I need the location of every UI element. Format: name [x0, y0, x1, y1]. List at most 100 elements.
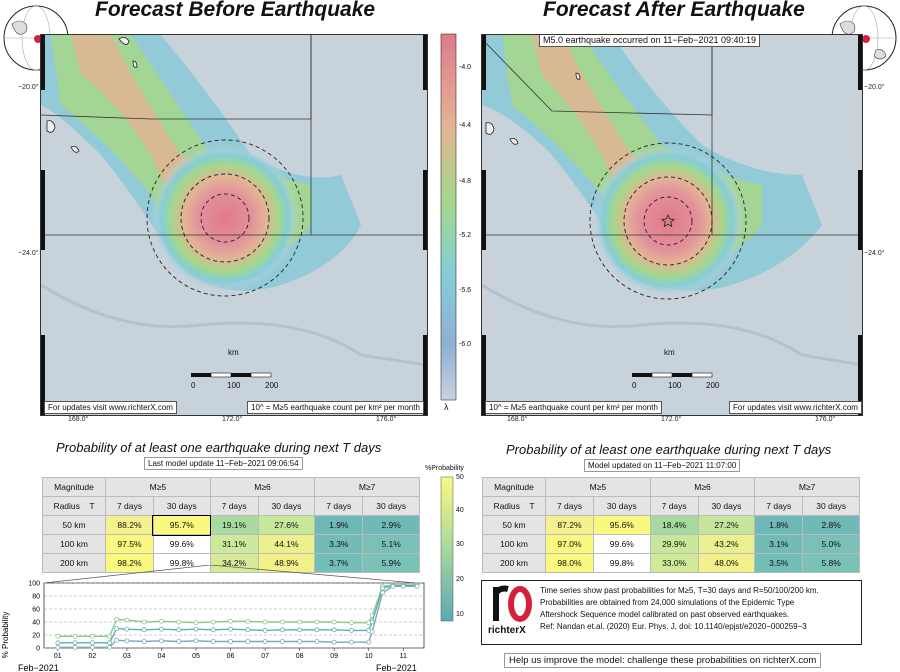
prob-cell: 5.9%: [362, 553, 420, 573]
help-link[interactable]: Help us improve the model: challenge the…: [504, 653, 822, 668]
cbar-tick-3: -4.8: [459, 178, 472, 185]
ts-point: [297, 619, 303, 625]
ts-xtick-label: 05: [192, 653, 200, 660]
ts-ylabel: % Probability: [1, 612, 10, 659]
ts-point: [210, 639, 216, 644]
ts-point: [314, 639, 320, 644]
cbar-tick-4: -5.2: [459, 232, 472, 239]
prob-cbar-tick: 10: [456, 611, 464, 618]
prob-cell: 31.1%: [209, 534, 259, 554]
ts-xtick-label: 04: [158, 653, 166, 660]
richterx-logo-text: richterX: [488, 625, 526, 636]
ts-point: [89, 644, 95, 650]
prob-cell: 27.2%: [697, 515, 756, 535]
ts-ytick-label: 40: [32, 620, 40, 627]
prob-cell: 87.2%: [545, 515, 594, 535]
ts-ytick-label: 0: [36, 646, 40, 653]
hdr-period: 30 days: [362, 496, 420, 516]
ts-point: [331, 639, 337, 645]
prob-cell: 5.0%: [802, 534, 860, 554]
ts-point: [390, 583, 396, 589]
event-label: M5.0 earthquake occurred on 11−Feb−2021 …: [539, 35, 760, 47]
ts-point: [245, 618, 251, 624]
right-km-label: km: [664, 348, 675, 357]
prob-cbar-tick: 50: [456, 474, 464, 481]
ts-point: [369, 619, 375, 625]
probability-timeseries-chart: 0 20 40 60 80 100 01 02 03 04 05 06 07 08 09 10 11 % Pro…: [1, 565, 425, 672]
prob-cbar-tick: 40: [456, 507, 464, 514]
prob-cbar-tick: 30: [456, 541, 464, 548]
right-forecast-map[interactable]: M5.0 earthquake occurred on 11−Feb−2021 …: [481, 34, 863, 416]
ts-point: [114, 626, 119, 631]
ts-point: [193, 620, 199, 626]
info-line-3: Aftershock Sequence model calibrated on …: [540, 610, 790, 619]
info-box: richterX Time series show past probabili…: [481, 580, 862, 645]
ts-ytick-label: 80: [32, 594, 40, 601]
ts-point: [380, 590, 385, 596]
left-update-label: Last model update 11−Feb−2021 09:06:54: [144, 457, 303, 470]
ts-xtick-label: 03: [123, 653, 131, 660]
hdr-m5: M≥5: [545, 477, 651, 497]
ts-point: [279, 639, 285, 644]
prob-cell: 3.3%: [314, 534, 364, 554]
prob-cell: 1.9%: [314, 515, 364, 535]
ts-point: [55, 644, 61, 650]
ts-point: [297, 627, 303, 633]
ts-point: [314, 619, 320, 625]
lambda-colorbar: [440, 33, 457, 401]
ts-point: [369, 629, 375, 635]
right-km-tick-200: 200: [706, 381, 720, 390]
hdr-period: 7 days: [754, 496, 804, 516]
cbar-tick-1: -4.0: [459, 64, 472, 71]
prob-cell-selected: 95.7%: [152, 514, 212, 536]
ts-ytick-label: 20: [32, 633, 40, 640]
left-lon-176: 176.0°: [376, 416, 397, 423]
hdr-period: 30 days: [592, 496, 651, 516]
ts-point: [210, 619, 216, 625]
ts-month-right: Feb−2021: [376, 663, 417, 672]
ts-point: [72, 644, 78, 650]
ts-point: [114, 637, 119, 643]
prob-cell: 2.8%: [802, 515, 860, 535]
ts-xtick-label: 02: [88, 653, 96, 660]
ts-point: [349, 620, 354, 626]
ts-point: [400, 583, 406, 589]
prob-cell: 88.2%: [105, 515, 154, 535]
right-km-tick-0: 0: [632, 381, 637, 390]
hdr-period: 30 days: [697, 496, 756, 516]
hdr-period: 30 days: [802, 496, 860, 516]
ts-point: [380, 585, 385, 591]
left-lat-20: −20.0°: [18, 84, 39, 91]
ts-point: [72, 633, 78, 639]
prob-cell: 1.8%: [754, 515, 804, 535]
right-lat-20: −20.0°: [864, 84, 885, 91]
hdr-m7: M≥7: [314, 477, 420, 497]
ts-point: [279, 627, 285, 633]
ts-month-left: Feb−2021: [18, 663, 59, 672]
left-credit-url: For updates visit www.richterX.com: [44, 401, 177, 414]
ts-point: [176, 627, 182, 633]
ts-point: [228, 618, 233, 624]
prob-cell: 2.9%: [362, 515, 420, 535]
cbar-lambda-symbol: λ: [444, 402, 449, 412]
prob-cell: 3.7%: [314, 553, 364, 573]
right-lon-172: 172.0°: [661, 416, 682, 423]
radius-cell: 200 km: [482, 553, 546, 573]
ts-xtick-label: 08: [296, 653, 304, 660]
prob-cell: 5.1%: [362, 534, 420, 554]
ts-xtick-label: 11: [400, 653, 407, 660]
ts-point: [245, 639, 251, 644]
prob-cell: 98.0%: [545, 553, 594, 573]
ts-xtick-label: 09: [330, 653, 338, 660]
richterx-logo-icon: [493, 585, 532, 622]
prob-cell: 44.1%: [257, 534, 316, 554]
left-lon-172: 172.0°: [222, 416, 243, 423]
prob-cell: 33.0%: [649, 553, 699, 573]
ts-xtick-label: 06: [227, 653, 235, 660]
prob-cell: 29.9%: [649, 534, 699, 554]
prob-cbar-tick: 20: [456, 576, 464, 583]
left-km-tick-200: 200: [265, 381, 279, 390]
left-forecast-map[interactable]: km 0 100 200 For updates visit www.richt…: [40, 34, 428, 416]
prob-cell: 95.6%: [592, 515, 651, 535]
hdr-radius-T: Radius T: [42, 496, 106, 516]
